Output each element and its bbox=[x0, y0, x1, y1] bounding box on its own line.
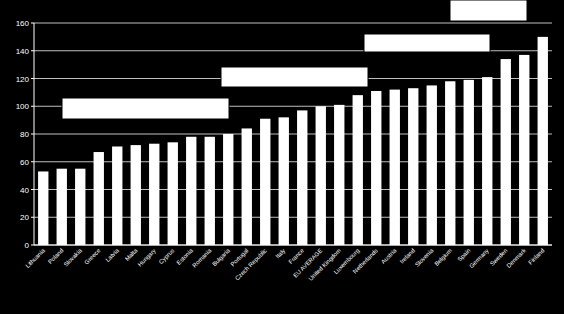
y-tick-label: 140 bbox=[16, 47, 30, 56]
y-tick-label: 20 bbox=[20, 213, 29, 222]
bar bbox=[94, 152, 104, 245]
x-tick-label: Germany bbox=[468, 247, 490, 269]
bar bbox=[501, 59, 511, 245]
x-tick-label: Slovenia bbox=[414, 247, 435, 268]
bar bbox=[260, 119, 270, 245]
y-axis bbox=[34, 23, 35, 245]
bar bbox=[57, 169, 67, 245]
bar bbox=[464, 80, 474, 245]
bar bbox=[168, 142, 178, 245]
grid-line bbox=[34, 217, 552, 218]
y-tick-label: 160 bbox=[16, 19, 30, 28]
x-tick-label: Poland bbox=[47, 247, 64, 264]
bar bbox=[519, 55, 529, 245]
x-tick-label: Latvia bbox=[104, 247, 120, 263]
bar bbox=[390, 90, 400, 245]
grid-line bbox=[34, 189, 552, 190]
x-tick-label: Hungary bbox=[137, 247, 157, 267]
y-tick-label: 80 bbox=[20, 130, 29, 139]
x-tick-label: Lithuania bbox=[24, 247, 46, 269]
grid-line bbox=[34, 23, 552, 24]
bar bbox=[482, 77, 492, 245]
x-tick-label: Italy bbox=[274, 247, 286, 259]
bar bbox=[242, 128, 252, 245]
bar bbox=[279, 117, 289, 245]
bar bbox=[75, 169, 85, 245]
x-tick-label: Cyprus bbox=[158, 247, 176, 265]
bar bbox=[538, 37, 548, 245]
x-tick-label: United Kingdom bbox=[308, 247, 342, 281]
bar bbox=[353, 95, 363, 245]
x-tick-label: Netherlands bbox=[352, 247, 379, 274]
bar bbox=[205, 137, 215, 245]
grid-line bbox=[34, 161, 552, 162]
x-tick-label: Greece bbox=[83, 247, 102, 266]
annotation-box bbox=[450, 0, 527, 21]
x-tick-label: Czech Republic bbox=[234, 247, 268, 281]
x-tick-label: Finland bbox=[527, 247, 545, 265]
x-tick-label: Malta bbox=[124, 247, 139, 262]
y-tick-label: 120 bbox=[16, 75, 30, 84]
bar bbox=[408, 88, 418, 245]
x-tick-label: Romania bbox=[191, 247, 213, 269]
bar bbox=[427, 85, 437, 245]
bar bbox=[149, 144, 159, 245]
bar bbox=[445, 81, 455, 245]
y-tick-label: 60 bbox=[20, 158, 29, 167]
bar bbox=[297, 110, 307, 245]
y-tick-label: 100 bbox=[16, 102, 30, 111]
x-axis bbox=[34, 245, 552, 246]
x-tick-label: Denmark bbox=[506, 247, 528, 269]
bar bbox=[112, 146, 122, 245]
x-tick-label: Belgium bbox=[433, 247, 453, 267]
chart: 020406080100120140160LithuaniaPolandSlov… bbox=[0, 0, 564, 314]
background bbox=[0, 0, 564, 314]
x-tick-label: Bulgaria bbox=[211, 247, 231, 267]
y-tick-label: 0 bbox=[25, 241, 30, 250]
bar bbox=[316, 106, 326, 245]
grid-line bbox=[34, 134, 552, 135]
bar bbox=[131, 145, 141, 245]
x-tick-label: Slovakia bbox=[63, 247, 84, 268]
bar bbox=[186, 137, 196, 245]
x-tick-label: France bbox=[288, 247, 306, 265]
annotation-box bbox=[221, 67, 368, 87]
bars bbox=[38, 37, 548, 245]
bar bbox=[371, 91, 381, 245]
y-tick-label: 40 bbox=[20, 186, 29, 195]
x-tick-label: Ireland bbox=[399, 247, 416, 264]
bar bbox=[38, 171, 48, 245]
bar bbox=[223, 134, 233, 245]
annotation-box bbox=[364, 34, 490, 52]
x-tick-label: Spain bbox=[456, 247, 471, 262]
annotation-box bbox=[62, 98, 229, 119]
bar bbox=[334, 105, 344, 245]
x-tick-label: Austria bbox=[380, 247, 398, 265]
grid-line bbox=[34, 245, 552, 246]
